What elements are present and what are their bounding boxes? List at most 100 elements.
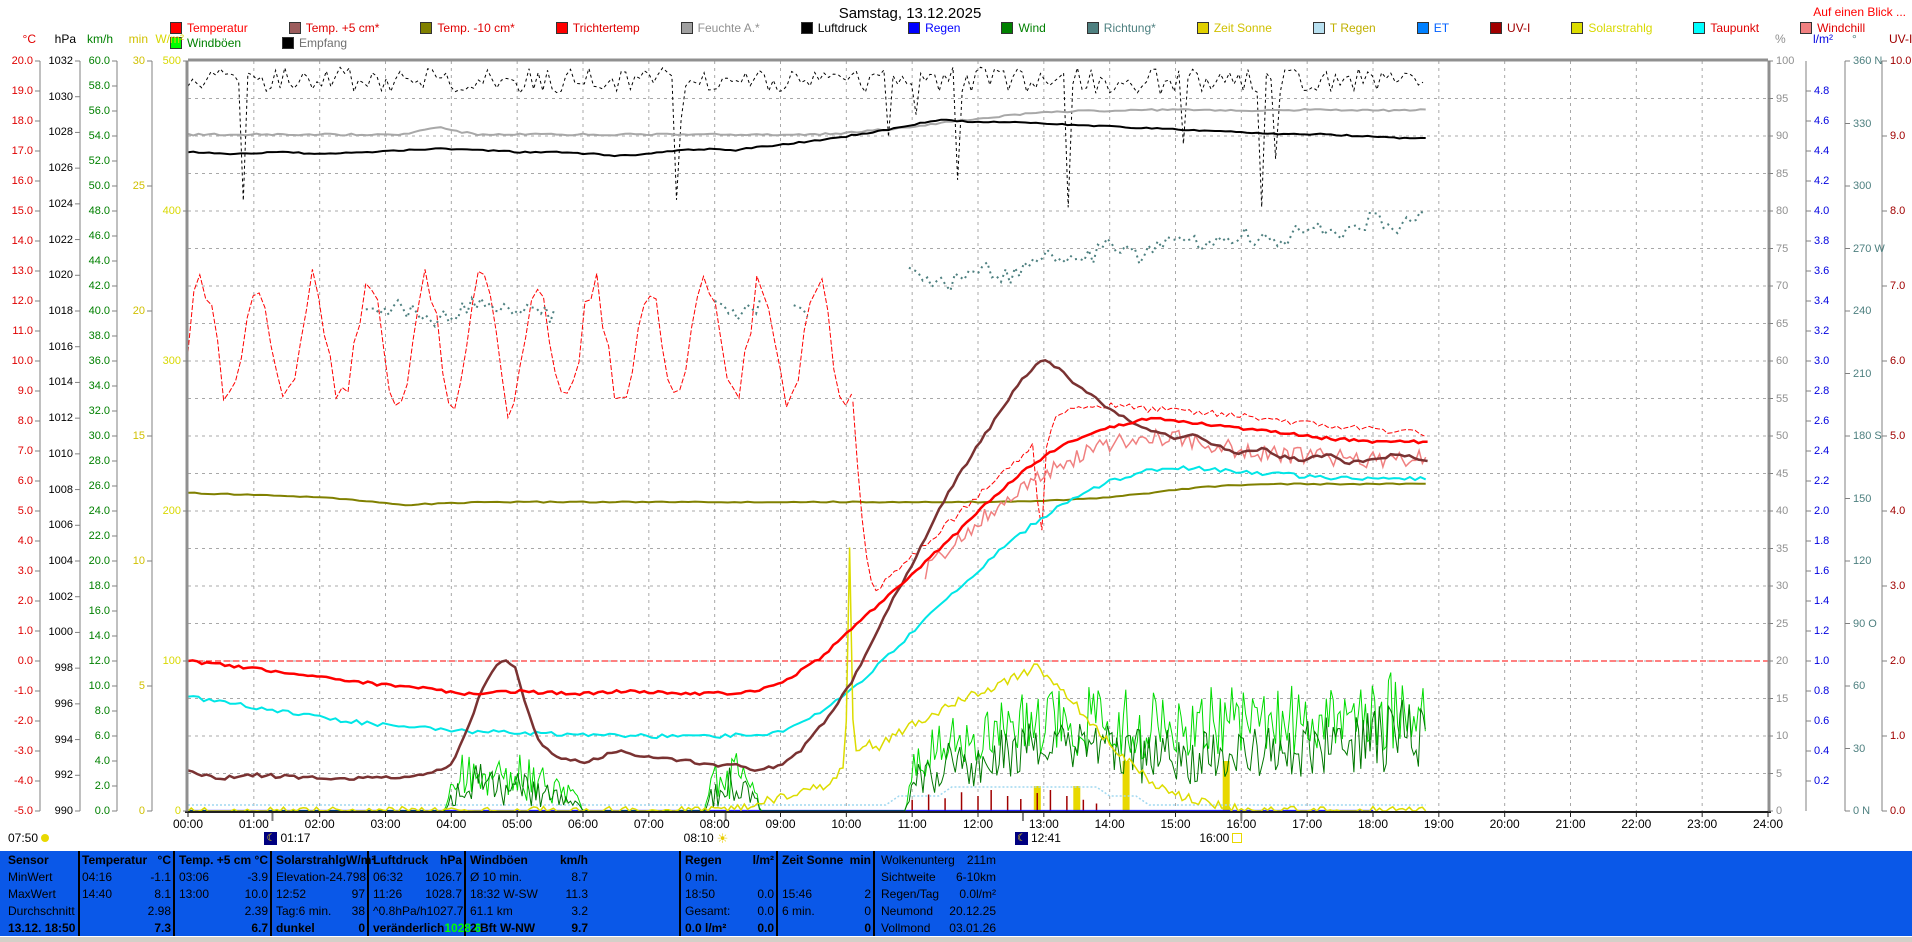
axis-deg-label: 60 <box>1853 680 1866 692</box>
table-cell-label: Elevation <box>276 869 326 884</box>
table-row-label: Durchschnitt <box>8 902 78 919</box>
legend-item-label: Regen <box>925 21 961 35</box>
legend-item-et[interactable]: ET <box>1416 21 1449 35</box>
table-cell-row: 15:46 2 <box>778 885 871 902</box>
legend-item-temp-5-cm-[interactable]: Temp. +5 cm* <box>288 21 380 35</box>
table-cell-row <box>778 868 871 885</box>
legend-item-empfang[interactable]: Empfang <box>282 36 347 50</box>
info-row: Sichtweite 6-10km <box>881 868 1051 885</box>
table-column-zeit-sonne: Zeit Sonne min 15:46 2 6 min. 0 0 <box>778 851 875 936</box>
table-cell-row: 06:32 1026.7 <box>369 868 462 885</box>
axis-deg-label: 360 N <box>1853 55 1883 67</box>
axis-hPa-label: 1024 <box>48 197 73 210</box>
axis-C-label: 14.0 <box>11 235 33 247</box>
axis-C-label: 6.0 <box>17 475 33 487</box>
series-richtung <box>365 295 556 329</box>
table-cell-row: ^0.8hPa/h 1027.7 <box>369 902 464 919</box>
legend-item-temp-10-cm-[interactable]: Temp. -10 cm* <box>420 21 515 35</box>
axis-C-label: 3.0 <box>17 565 33 577</box>
legend-item-label: Temp. +5 cm* <box>305 21 380 35</box>
legend-item-solarstrahlg[interactable]: Solarstrahlg <box>1571 21 1652 35</box>
table-column-luftdruck: Luftdruck hPa 06:32 1026.7 11:26 1028.7 ^0.8hP… <box>369 851 481 936</box>
table-column-header: Solarstrahlg W/m² <box>272 851 375 868</box>
axis-deg-label: 150 <box>1853 492 1872 505</box>
legend-item-label: Feuchte A.* <box>697 21 760 35</box>
table-cell-row: 0 <box>778 919 871 936</box>
axis-kmh-label: 56.0 <box>88 105 110 117</box>
legend-color-swatch <box>800 22 813 34</box>
axis-lm2-label: 2.4 <box>1814 445 1830 457</box>
axis-kmh-label: 32.0 <box>88 405 110 417</box>
axis-lm2-label: 1.8 <box>1814 535 1830 547</box>
axis-lm2-label: 2.8 <box>1814 385 1830 397</box>
axis-kmh-label: 42.0 <box>88 280 110 292</box>
legend-item-richtung-[interactable]: Richtung* <box>1086 21 1156 35</box>
table-cell-value: 1027.7 <box>426 903 464 918</box>
legend-color-swatch <box>1086 22 1099 34</box>
axis-lm2-label: 0.6 <box>1814 715 1830 727</box>
axis-Wm2-label: 100 <box>162 655 181 667</box>
legend-item-trichtertemp[interactable]: Trichtertemp <box>555 21 640 35</box>
legend-item-label: UV-I <box>1507 21 1531 35</box>
series-wind <box>188 699 1426 811</box>
legend-item-wind[interactable]: Wind <box>1001 21 1046 35</box>
table-column-title: Luftdruck <box>373 852 429 867</box>
axis-lm2-label: 1.2 <box>1814 625 1830 637</box>
time-axis-label: 07:00 <box>633 817 664 831</box>
axis-C-label: 7.0 <box>17 445 33 457</box>
axis-C-label: -2.0 <box>14 715 33 727</box>
legend-item-regen[interactable]: Regen <box>908 21 960 35</box>
legend-item-windchill[interactable]: Windchill <box>1800 21 1865 35</box>
legend-item-taupunkt[interactable]: Taupunkt <box>1693 21 1759 35</box>
axis-uv-header: UV-I <box>1889 32 1912 46</box>
time-axis-label: 24:00 <box>1752 817 1784 831</box>
axis-lm2-label: 1.4 <box>1814 595 1830 607</box>
table-cell-row: 12:52 97 <box>272 885 365 902</box>
table-cell-value: 2.39 <box>244 903 268 918</box>
legend-item-t-regen[interactable]: T Regen <box>1312 21 1376 35</box>
info-label: Neumond <box>881 903 934 918</box>
legend-item-uv-i[interactable]: UV-I <box>1490 21 1530 35</box>
axis-lm2-label: 2.6 <box>1814 415 1830 427</box>
legend-item-luftdruck[interactable]: Luftdruck <box>800 21 867 35</box>
axis-min-label: 10 <box>132 555 145 567</box>
axis-hPa-label: 1008 <box>48 483 73 496</box>
series-richtung <box>908 209 1426 293</box>
at-a-glance-link[interactable]: Auf einen Blick ... <box>1813 5 1906 19</box>
time-axis-label: 01:00 <box>238 817 269 831</box>
table-column-regen: Regen l/m² 0 min. 18:50 0.0 Gesamt: 0.0 0.0 l/m… <box>681 851 778 936</box>
astro-marker-16-00: 16:00 <box>1199 831 1243 845</box>
axis-deg-label: 210 <box>1853 367 1872 380</box>
time-axis-label: 14:00 <box>1094 817 1125 831</box>
table-cell-label: dunkel <box>276 920 315 935</box>
axis-kmh-label: 46.0 <box>88 230 110 242</box>
table-row-labels: Sensor MinWert MaxWert Durchschnitt 13.12. 1… <box>8 851 80 936</box>
sun-dot-icon <box>41 834 50 842</box>
axis-deg-label: 30 <box>1853 742 1866 755</box>
axis-pct-label: 85 <box>1776 167 1789 180</box>
legend-item-temperatur[interactable]: Temperatur <box>170 21 248 35</box>
axis-lm2-label: 3.6 <box>1814 265 1830 277</box>
axis-lm2-label: 2.0 <box>1814 505 1830 517</box>
axis-lm2-label: 4.6 <box>1814 115 1830 127</box>
axis-C-label: 10.0 <box>11 355 33 367</box>
table-cell-label: 13:00 <box>179 886 210 901</box>
table-column-unit: l/m² <box>752 852 774 867</box>
legend-item-windb-en[interactable]: Windböen <box>170 36 241 50</box>
legend-color-swatch <box>282 37 295 49</box>
axis-C-label: 4.0 <box>17 535 33 547</box>
axis-kmh-label: 18.0 <box>88 580 110 592</box>
legend-item-label: Richtung* <box>1103 21 1156 35</box>
axis-kmh-label: 28.0 <box>88 455 110 467</box>
axis-hPa-label: 990 <box>54 805 73 817</box>
legend-item-label: Solarstrahlg <box>1588 21 1653 35</box>
axis-lm2-label: 4.2 <box>1814 175 1830 187</box>
sun-icon: ☀ <box>716 830 729 846</box>
legend-item-feuchte-a-[interactable]: Feuchte A.* <box>680 21 760 35</box>
axis-deg-label: 120 <box>1853 555 1872 567</box>
table-cell-value: 2.98 <box>147 903 171 918</box>
axis-uv-label: 7.0 <box>1890 280 1906 292</box>
axis-C-label: 8.0 <box>17 415 33 427</box>
legend-item-zeit-sonne[interactable]: Zeit Sonne <box>1196 21 1272 35</box>
sunshine-bar <box>1122 761 1130 811</box>
